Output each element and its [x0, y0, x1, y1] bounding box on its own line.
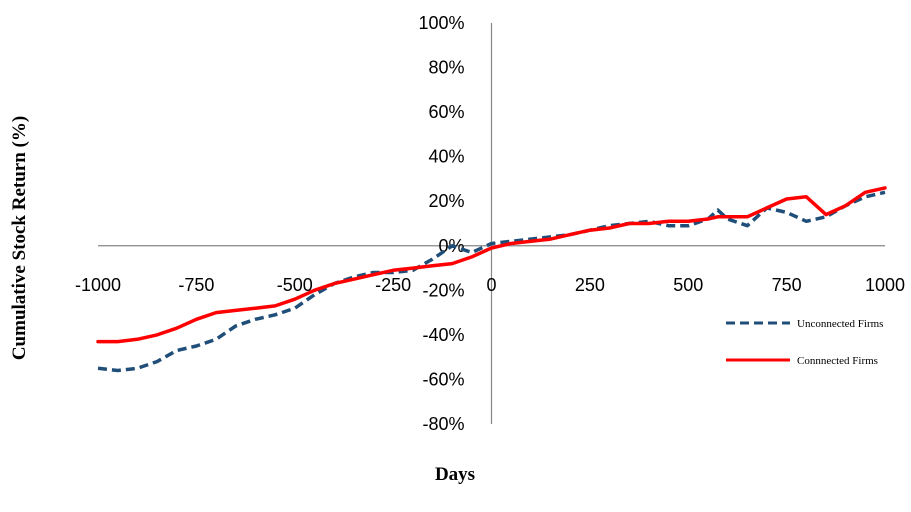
series-line-connected-firms — [96, 186, 887, 344]
y-tick-label: -40% — [422, 325, 464, 345]
y-tick-label: 40% — [428, 147, 464, 167]
x-tick-label: 1000 — [865, 275, 905, 295]
y-tick-label: 20% — [428, 191, 464, 211]
y-tick-label: -80% — [422, 414, 464, 434]
x-tick-label: -1000 — [75, 275, 121, 295]
legend-label: Connnected Firms — [797, 355, 878, 367]
y-tick-labels: 100%80%60%40%20%0%-20%-40%-60%-80% — [418, 13, 464, 434]
legend: Unconnected Firms Connnected Firms — [726, 318, 883, 367]
y-tick-label: 80% — [428, 58, 464, 78]
series-line-unconnected-firms — [97, 190, 886, 373]
y-tick-label: -60% — [422, 369, 464, 389]
x-tick-label: -250 — [375, 275, 411, 295]
x-tick-label: 0 — [486, 275, 496, 295]
x-tick-labels: -1000 -750 -500 -250 0 250 500 750 1000 — [75, 275, 905, 295]
x-tick-label: -500 — [277, 275, 313, 295]
x-tick-label: 500 — [673, 275, 703, 295]
x-tick-label: -750 — [178, 275, 214, 295]
x-tick-label: 750 — [772, 275, 802, 295]
y-axis-label: Cumulative Stock Return (%) — [9, 116, 30, 360]
y-tick-label: 60% — [428, 102, 464, 122]
x-axis-label: Days — [435, 464, 475, 485]
x-tick-label: 250 — [575, 275, 605, 295]
y-tick-label: -20% — [422, 280, 464, 300]
legend-label: Unconnected Firms — [797, 318, 883, 330]
series-lines — [96, 186, 887, 373]
y-tick-label: 100% — [418, 13, 464, 33]
axes — [98, 23, 885, 424]
